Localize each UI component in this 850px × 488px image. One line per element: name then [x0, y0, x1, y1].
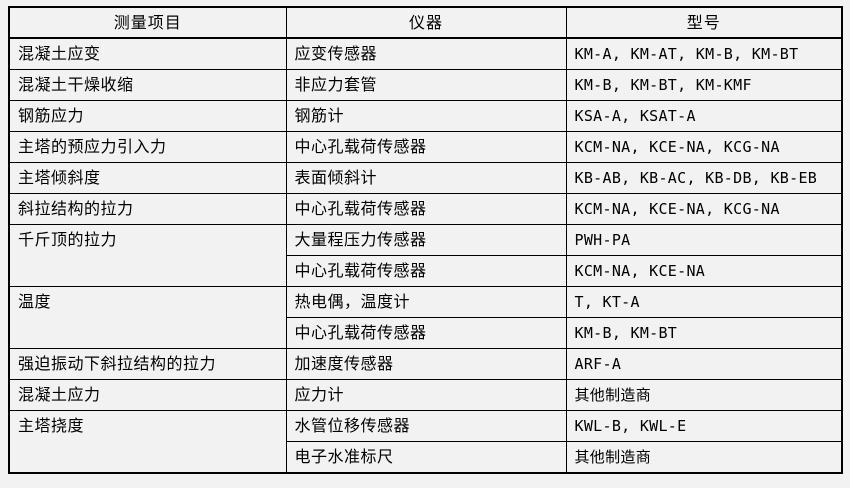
table-row: 电子水准标尺 其他制造商 — [9, 441, 843, 474]
cell-model: KB-AB, KB-AC, KB-DB, KB-EB — [565, 162, 843, 194]
cell-instrument: 中心孔载荷传感器 — [285, 131, 567, 163]
table-row: 中心孔载荷传感器 KCM-NA, KCE-NA — [9, 255, 843, 287]
cell-model: PWH-PA — [565, 224, 843, 256]
cell-model: KM-B, KM-BT — [565, 317, 843, 349]
cell-measurement-item: 钢筋应力 — [8, 100, 287, 132]
column-header-instrument: 仪器 — [285, 6, 567, 39]
cell-measurement-item: 混凝土应力 — [8, 379, 287, 411]
table-row: 钢筋应力 钢筋计 KSA-A, KSAT-A — [8, 100, 843, 132]
cell-instrument: 中心孔载荷传感器 — [285, 193, 567, 225]
cell-model: KM-A, KM-AT, KM-B, KM-BT — [565, 37, 843, 70]
table-row: 主塔的预应力引入力 中心孔载荷传感器 KCM-NA, KCE-NA, KCG-N… — [8, 131, 843, 163]
table-row: 混凝土干燥收缩 非应力套管 KM-B, KM-BT, KM-KMF — [8, 69, 843, 101]
measurement-instruments-table: 测量项目 仪器 型号 混凝土应变 应变传感器 KM-A, KM-AT, KM-B… — [8, 6, 843, 474]
cell-model: 其他制造商 — [565, 441, 843, 474]
table-row: 温度 热电偶，温度计 T, KT-A — [8, 286, 843, 349]
cell-instrument: 应力计 — [285, 379, 567, 411]
cell-measurement-item: 混凝土应变 — [8, 37, 287, 70]
cell-instrument: 中心孔载荷传感器 — [285, 317, 567, 349]
cell-instrument: 热电偶，温度计 — [285, 286, 567, 318]
cell-instrument: 大量程压力传感器 — [285, 224, 567, 256]
cell-instrument: 非应力套管 — [285, 69, 567, 101]
cell-instrument: 加速度传感器 — [285, 348, 567, 380]
table-row: 主塔挠度 水管位移传感器 KWL-B, KWL-E — [8, 410, 843, 474]
cell-measurement-item: 温度 — [8, 286, 287, 349]
cell-instrument: 表面倾斜计 — [285, 162, 567, 194]
cell-model: KWL-B, KWL-E — [565, 410, 843, 442]
cell-model: KCM-NA, KCE-NA, KCG-NA — [565, 131, 843, 163]
column-header-measurement-item: 测量项目 — [8, 6, 287, 39]
cell-model: KM-B, KM-BT, KM-KMF — [565, 69, 843, 101]
table-row: 混凝土应力 应力计 其他制造商 — [8, 379, 843, 411]
column-header-model: 型号 — [565, 6, 843, 39]
table-row: 斜拉结构的拉力 中心孔载荷传感器 KCM-NA, KCE-NA, KCG-NA — [8, 193, 843, 225]
cell-model: KCM-NA, KCE-NA, KCG-NA — [565, 193, 843, 225]
measurement-table-container: 测量项目 仪器 型号 混凝土应变 应变传感器 KM-A, KM-AT, KM-B… — [8, 6, 843, 474]
table-row: 强迫振动下斜拉结构的拉力 加速度传感器 ARF-A — [8, 348, 843, 380]
table-row: 中心孔载荷传感器 KM-B, KM-BT — [9, 317, 843, 349]
cell-model: T, KT-A — [565, 286, 843, 318]
cell-instrument: 钢筋计 — [285, 100, 567, 132]
cell-model: 其他制造商 — [565, 379, 843, 411]
cell-instrument: 水管位移传感器 — [285, 410, 567, 442]
cell-measurement-item: 千斤顶的拉力 — [8, 224, 287, 287]
cell-measurement-item: 混凝土干燥收缩 — [8, 69, 287, 101]
cell-instrument: 中心孔载荷传感器 — [285, 255, 567, 287]
header-row: 测量项目 仪器 型号 — [8, 6, 843, 39]
cell-model: KSA-A, KSAT-A — [565, 100, 843, 132]
cell-measurement-item: 斜拉结构的拉力 — [8, 193, 287, 225]
table-row: 混凝土应变 应变传感器 KM-A, KM-AT, KM-B, KM-BT — [8, 37, 843, 70]
cell-measurement-item: 强迫振动下斜拉结构的拉力 — [8, 348, 287, 380]
cell-instrument: 应变传感器 — [285, 37, 567, 70]
cell-instrument: 电子水准标尺 — [285, 441, 567, 474]
cell-measurement-item: 主塔倾斜度 — [8, 162, 287, 194]
cell-measurement-item: 主塔的预应力引入力 — [8, 131, 287, 163]
cell-measurement-item: 主塔挠度 — [8, 410, 287, 474]
cell-model: KCM-NA, KCE-NA — [565, 255, 843, 287]
cell-model: ARF-A — [565, 348, 843, 380]
table-row: 主塔倾斜度 表面倾斜计 KB-AB, KB-AC, KB-DB, KB-EB — [8, 162, 843, 194]
table-row: 千斤顶的拉力 大量程压力传感器 PWH-PA — [8, 224, 843, 287]
